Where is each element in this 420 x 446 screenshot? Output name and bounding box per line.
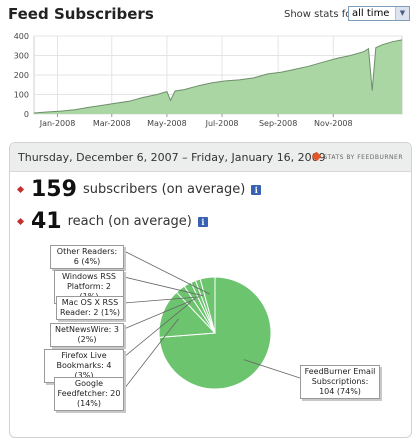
y-tick-label: 300 [14, 52, 29, 61]
y-tick-label: 400 [14, 32, 29, 41]
pie-leader-line [123, 250, 210, 295]
subscribers-trend-chart: 0 100 200 300 400 Jan-2008 Mar-2008 May-2008 Jul… [14, 32, 403, 128]
feedburner-logo: STATS BY FEEDBURNER [311, 151, 403, 162]
pie-leader-line [123, 298, 196, 330]
subscribers-count: 159 [31, 177, 77, 202]
x-tick-label: Sep-2008 [259, 119, 297, 128]
pie-callout-other-readers: Other Readers: 6 (4%) [50, 245, 124, 269]
reach-label: reach (on average) [67, 214, 192, 229]
feed-readers-pie-chart [123, 250, 301, 390]
x-tick-label: Jan-2008 [39, 119, 76, 128]
subscribers-area [34, 39, 402, 114]
x-tick-label: Jul-2008 [205, 119, 239, 128]
stats-range-value: all time [352, 8, 390, 19]
subscribers-line [33, 39, 403, 114]
date-range: Thursday, December 6, 2007 – Friday, Jan… [18, 151, 326, 164]
subscribers-stat: 159 subscribers (on average) i [16, 177, 262, 202]
y-tick-label: 100 [14, 91, 29, 100]
pie-leader-line [243, 359, 301, 379]
pie-leader-line [123, 276, 204, 297]
x-tick-label: Mar-2008 [93, 119, 131, 128]
info-icon[interactable]: i [251, 184, 262, 195]
pie-leader-line [123, 296, 200, 304]
stats-range-select[interactable]: all time ▼ [348, 6, 410, 21]
pie-callout-mac-rss: Mac OS X RSS Reader: 2 (1%) [56, 296, 124, 320]
x-tick-label: Nov-2008 [314, 119, 353, 128]
pie-callout-google: Google Feedfetcher: 20 (14%) [54, 377, 124, 411]
feedburner-logo-text: STATS BY FEEDBURNER [323, 154, 403, 161]
info-icon[interactable]: i [197, 216, 208, 227]
reach-count: 41 [31, 209, 62, 234]
y-tick-label: 0 [24, 110, 29, 119]
chevron-down-icon[interactable]: ▼ [395, 7, 409, 20]
pie-callout-netnewswire: NetNewsWire: 3 (2%) [50, 323, 124, 347]
pie-leader-line [123, 318, 179, 390]
pie-leader-line [123, 301, 191, 358]
subscribers-label: subscribers (on average) [82, 182, 246, 197]
summary-panel: Thursday, December 6, 2007 – Friday, Jan… [9, 142, 412, 438]
page-title: Feed Subscribers [8, 5, 154, 23]
x-tick-label: May-2008 [147, 119, 187, 128]
y-tick-label: 200 [14, 71, 29, 80]
show-stats-label: Show stats for [284, 9, 356, 20]
summary-header: Thursday, December 6, 2007 – Friday, Jan… [10, 143, 411, 172]
reach-stat: 41 reach (on average) i [16, 209, 208, 234]
pie-callout-feedburner-email: FeedBurner Email Subscriptions: 104 (74%… [300, 365, 380, 399]
